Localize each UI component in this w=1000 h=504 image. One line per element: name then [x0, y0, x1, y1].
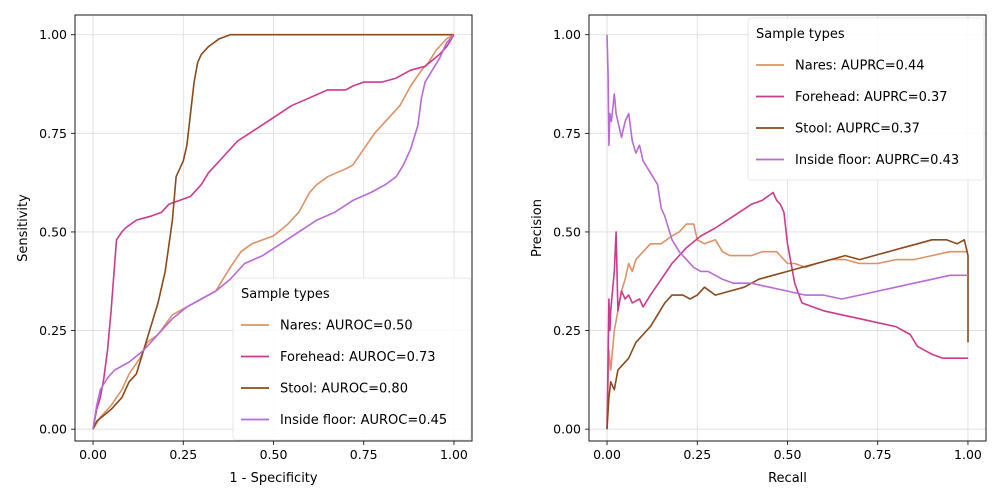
roc-y-axis-label: Sensitivity [16, 194, 31, 262]
pr-x-tick-label: 0.25 [683, 447, 711, 462]
roc-x-axis-label: 1 - Specificity [229, 471, 318, 486]
pr-x-axis-label: Recall [768, 471, 807, 486]
roc-legend-label-2: Stool: AUROC=0.80 [280, 382, 408, 397]
pr-y-tick-label: 0.75 [553, 126, 581, 141]
pr-legend-label-1: Forehead: AUPRC=0.37 [795, 90, 948, 105]
pr-x-tick-label: 0.50 [774, 447, 802, 462]
roc-y-tick-label: 0.75 [39, 126, 67, 141]
pr-series-line-2 [606, 239, 969, 430]
pr-y-tick-label: 0.50 [553, 224, 581, 239]
pr-legend-label-0: Nares: AUPRC=0.44 [795, 59, 925, 74]
roc-y-tick-label: 0.50 [39, 224, 67, 239]
pr-legend-title: Sample types [756, 27, 845, 42]
roc-series-line-2 [92, 33, 454, 430]
roc-x-tick-label: 0.75 [350, 447, 378, 462]
pr-x-tick-label: 0.75 [864, 447, 892, 462]
roc-legend-label-1: Forehead: AUROC=0.73 [280, 350, 436, 365]
roc-legend-box [232, 277, 472, 441]
pr-y-tick-label: 1.00 [553, 27, 581, 42]
roc-legend-label-3: Inside floor: AUROC=0.45 [280, 413, 447, 428]
pr-y-tick-label: 0.00 [553, 422, 581, 437]
roc-x-tick-label: 1.00 [440, 447, 468, 462]
pr-y-tick-label: 0.25 [553, 323, 581, 338]
pr-x-tick-label: 1.00 [954, 447, 982, 462]
roc-series-line-1 [92, 34, 455, 430]
roc-y-tick-label: 0.25 [39, 323, 67, 338]
roc-x-tick-label: 0.25 [169, 447, 197, 462]
pr-series-line-1 [606, 191, 968, 430]
roc-legend-title: Sample types [241, 287, 330, 302]
pr-y-axis-label: Precision [530, 199, 545, 257]
pr-legend-label-2: Stool: AUPRC=0.37 [795, 122, 920, 137]
roc-y-tick-label: 0.00 [39, 422, 67, 437]
roc-y-tick-label: 1.00 [39, 27, 67, 42]
pr-x-tick-label: 0.00 [593, 447, 621, 462]
roc-x-tick-label: 0.50 [260, 447, 288, 462]
pr-legend-box [747, 17, 985, 181]
roc-series-line-3 [92, 34, 455, 430]
pr-series-line-3 [606, 34, 968, 300]
pr-legend-label-3: Inside floor: AUPRC=0.43 [795, 153, 959, 168]
roc-legend-label-0: Nares: AUROC=0.50 [280, 319, 413, 334]
roc-x-tick-label: 0.00 [79, 447, 107, 462]
pr-series-line-0 [606, 223, 968, 422]
